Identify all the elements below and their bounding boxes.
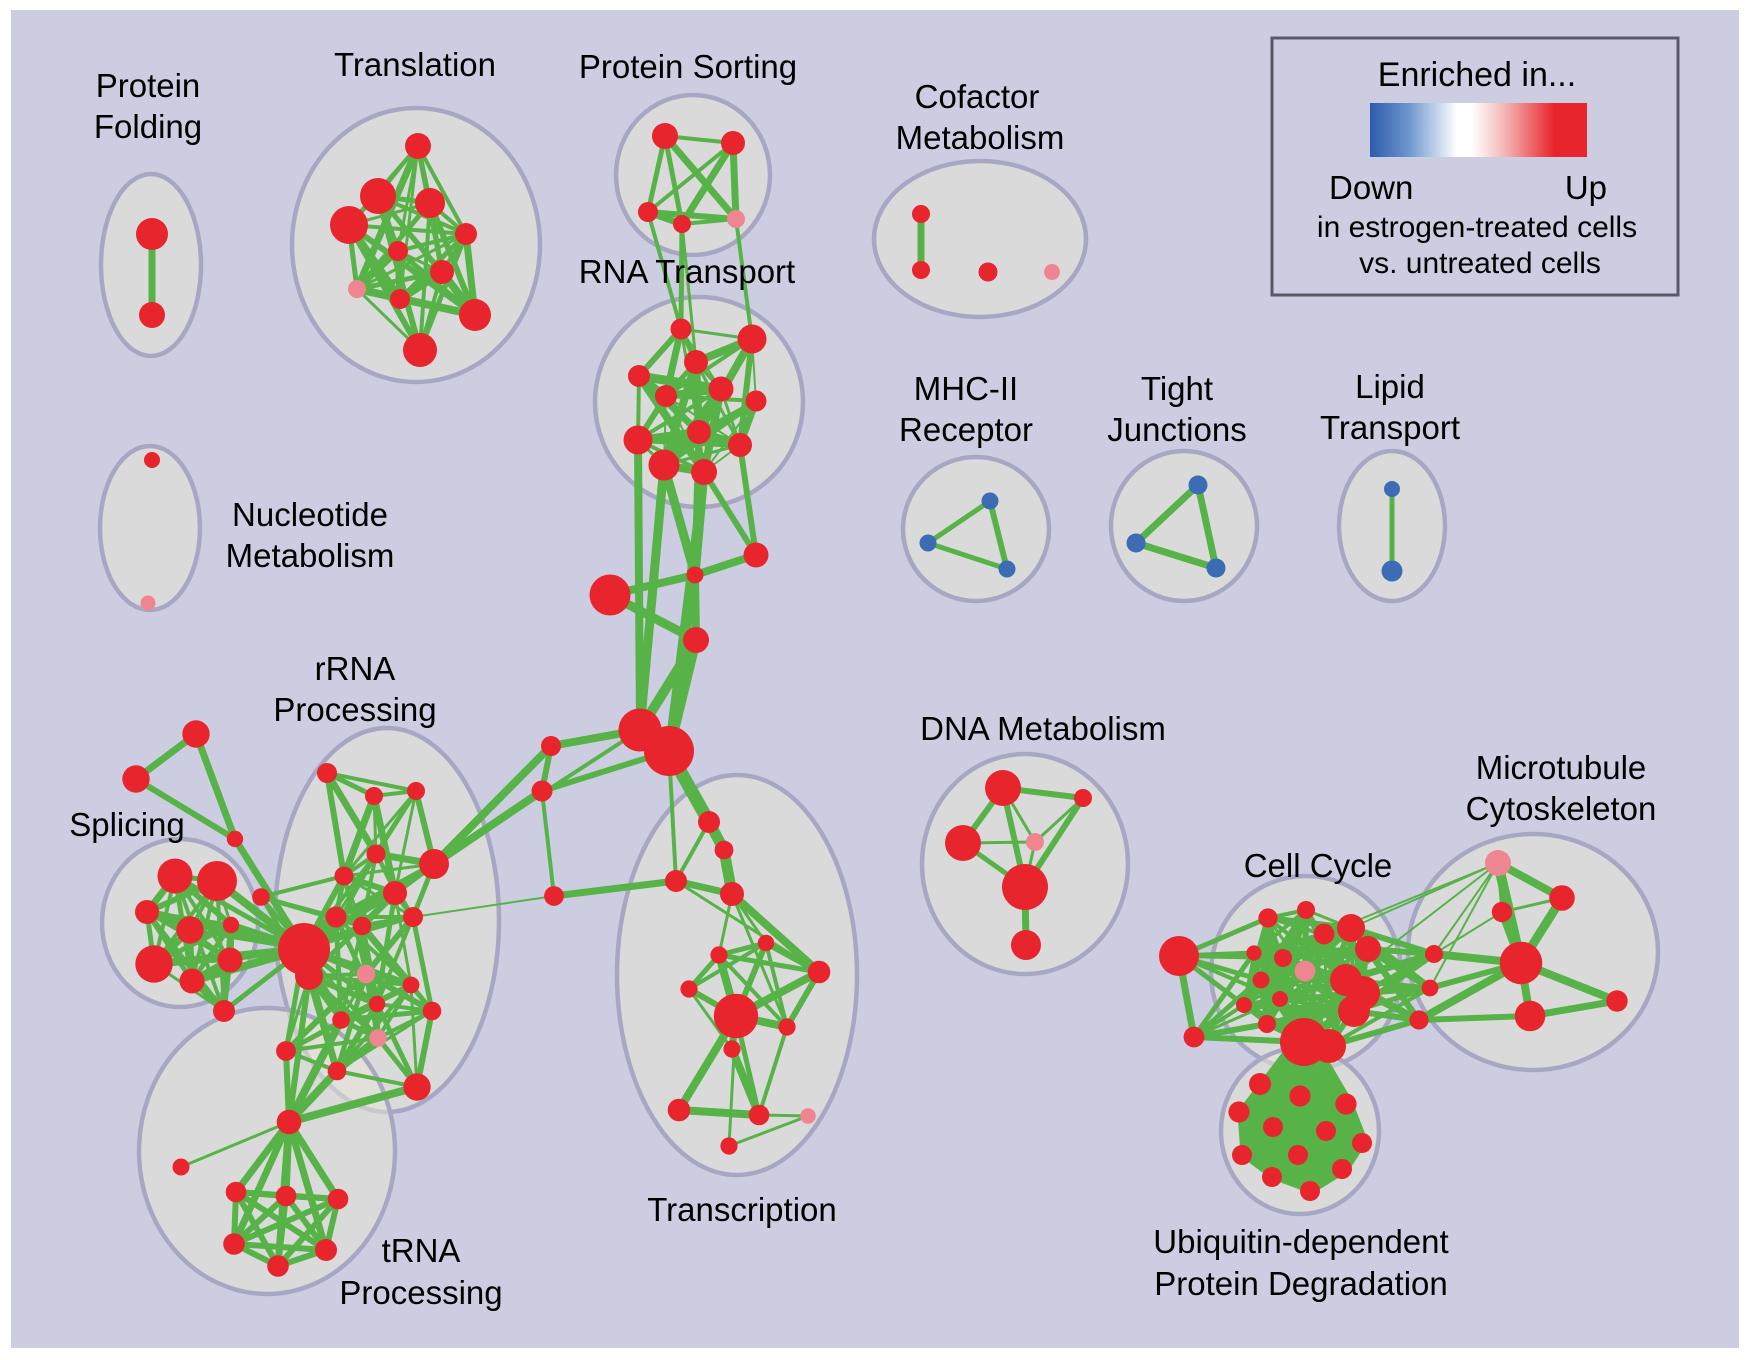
svg-text:Folding: Folding (94, 108, 202, 145)
svg-text:DNA Metabolism: DNA Metabolism (920, 710, 1166, 747)
svg-text:Protein Sorting: Protein Sorting (579, 48, 797, 85)
svg-text:Metabolism: Metabolism (226, 537, 395, 574)
svg-text:Transcription: Transcription (647, 1191, 837, 1228)
svg-text:in estrogen-treated cells: in estrogen-treated cells (1317, 211, 1637, 244)
svg-text:Enriched in...: Enriched in... (1378, 56, 1576, 94)
svg-text:Translation: Translation (334, 46, 496, 83)
svg-text:Down: Down (1329, 169, 1413, 206)
svg-text:MHC-II: MHC-II (914, 370, 1018, 407)
svg-text:Microtubule: Microtubule (1476, 749, 1647, 786)
svg-text:Protein: Protein (96, 67, 201, 104)
svg-text:Nucleotide: Nucleotide (232, 496, 388, 533)
svg-text:tRNA: tRNA (382, 1232, 461, 1269)
svg-text:Tight: Tight (1141, 370, 1213, 407)
svg-text:Cofactor: Cofactor (915, 78, 1040, 115)
svg-text:Protein Degradation: Protein Degradation (1154, 1265, 1448, 1302)
svg-text:Processing: Processing (273, 691, 436, 728)
svg-text:Transport: Transport (1320, 409, 1460, 446)
svg-text:Receptor: Receptor (899, 411, 1033, 448)
svg-text:Cytoskeleton: Cytoskeleton (1466, 790, 1657, 827)
svg-text:rRNA: rRNA (315, 650, 396, 687)
svg-text:vs. untreated cells: vs. untreated cells (1359, 247, 1601, 280)
svg-text:Cell Cycle: Cell Cycle (1244, 847, 1393, 884)
svg-text:RNA Transport: RNA Transport (579, 253, 795, 290)
svg-text:Junctions: Junctions (1107, 411, 1246, 448)
svg-text:Up: Up (1565, 169, 1607, 206)
svg-text:Processing: Processing (339, 1274, 502, 1311)
svg-text:Lipid: Lipid (1355, 368, 1425, 405)
svg-text:Splicing: Splicing (69, 806, 185, 843)
svg-text:Ubiquitin-dependent: Ubiquitin-dependent (1153, 1223, 1448, 1260)
svg-text:Metabolism: Metabolism (896, 119, 1065, 156)
